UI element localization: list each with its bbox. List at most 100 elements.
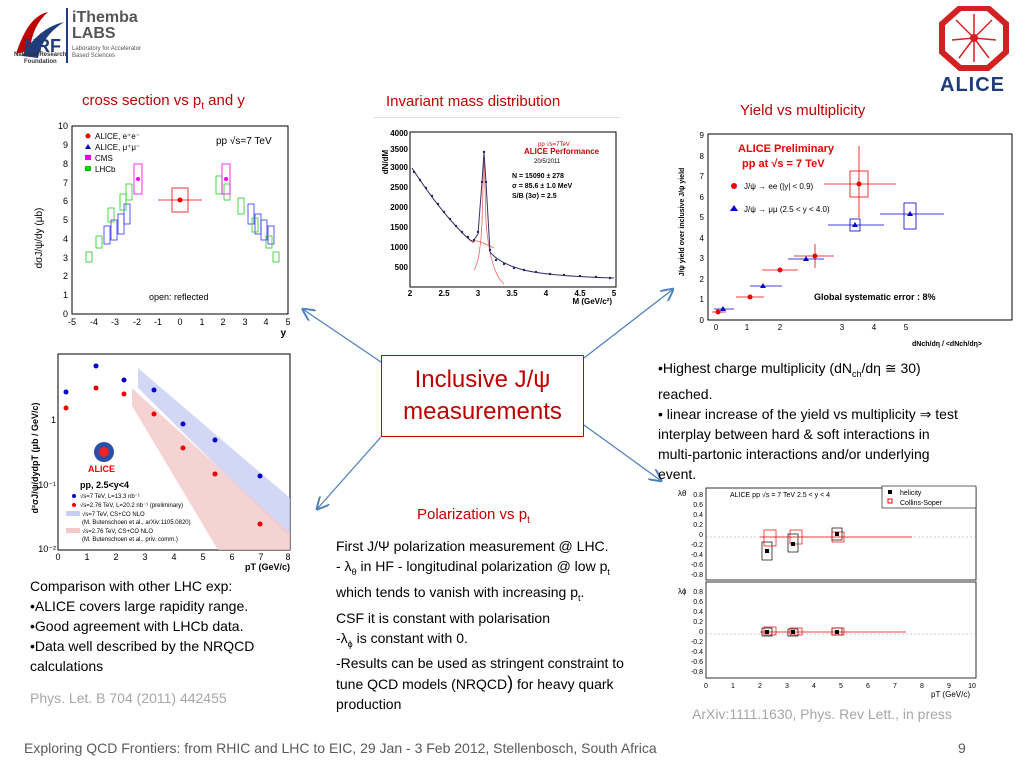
svg-text:4: 4: [171, 552, 176, 562]
logo-divider: [66, 8, 68, 63]
comparison-line3: •Good agreement with LHCb data.: [30, 618, 244, 634]
svg-text:0: 0: [55, 552, 60, 562]
svg-text:2: 2: [63, 271, 68, 281]
svg-text:J/ψ yield over inclusive J/ψ y: J/ψ yield over inclusive J/ψ yield: [679, 168, 686, 277]
svg-text:4: 4: [63, 234, 68, 244]
polarization-text: First J/Ψ polarization measurement @ LHC…: [336, 536, 660, 714]
svg-text:0: 0: [704, 683, 708, 690]
svg-text:9: 9: [947, 683, 951, 690]
svg-text:1000: 1000: [390, 243, 408, 252]
svg-text:1: 1: [63, 290, 68, 300]
svg-text:5: 5: [612, 289, 617, 298]
yield-title: Yield vs multiplicity: [740, 102, 866, 119]
svg-text:4: 4: [872, 323, 877, 332]
svg-text:6: 6: [866, 683, 870, 690]
svg-text:S/B (3σ) = 2.5: S/B (3σ) = 2.5: [512, 193, 557, 200]
svg-text:1500: 1500: [390, 223, 408, 232]
ithemba-line1: Laboratory for Accelerator: [72, 46, 142, 52]
svg-text:8: 8: [63, 159, 68, 169]
svg-text:0: 0: [699, 532, 703, 539]
svg-text:0.4: 0.4: [693, 609, 703, 616]
invariant-mass-title: Invariant mass distribution: [386, 93, 561, 110]
svg-text:open: reflected: open: reflected: [149, 292, 209, 302]
ithemba-name1: iThemba: [72, 9, 138, 26]
svg-text:5: 5: [700, 213, 705, 222]
polarization-line1: First J/Ψ polarization measurement @ LHC…: [336, 538, 609, 554]
svg-text:6: 6: [229, 552, 234, 562]
svg-text:(M. Butenschoen et al., arXiv:: (M. Butenschoen et al., arXiv:1105.0820): [82, 520, 191, 526]
svg-text:σ = 85.6 ± 1.0 MeV: σ = 85.6 ± 1.0 MeV: [512, 183, 573, 190]
multiplicity-line6: event.: [658, 465, 697, 482]
svg-text:0.6: 0.6: [693, 502, 703, 509]
svg-text:λθ: λθ: [678, 489, 687, 498]
multiplicity-text: •Highest charge multiplicity (dNch/dη ≅ …: [658, 358, 1022, 484]
reference-left: Phys. Let. B 704 (2011) 442455: [30, 690, 227, 706]
svg-text:pT (GeV/c): pT (GeV/c): [931, 690, 970, 699]
svg-text:3000: 3000: [390, 163, 408, 172]
arrow-top-left: [304, 310, 382, 363]
svg-text:3.5: 3.5: [506, 289, 518, 298]
svg-text:CMS: CMS: [95, 154, 113, 163]
nrf-line1: National Research: [14, 52, 67, 58]
multiplicity-line2: reached.: [658, 385, 713, 402]
svg-text:5: 5: [904, 323, 909, 332]
svg-text:2.5: 2.5: [438, 289, 450, 298]
svg-text:3: 3: [476, 289, 481, 298]
footer-text: Exploring QCD Frontiers: from RHIC and L…: [24, 740, 657, 756]
svg-text:ALICE: ALICE: [88, 464, 115, 474]
arrow-bottom-right: [583, 424, 660, 480]
svg-text:3500: 3500: [390, 145, 408, 154]
svg-text:5: 5: [839, 683, 843, 690]
comparison-line2: •ALICE covers large rapidity range.: [30, 598, 249, 614]
comparison-line1: Comparison with other LHC exp:: [30, 578, 233, 594]
svg-text:3: 3: [840, 323, 845, 332]
alice-logo: ALICE: [934, 5, 1014, 96]
svg-text:0.8: 0.8: [693, 492, 703, 499]
svg-text:M (GeV/c²): M (GeV/c²): [572, 297, 612, 305]
svg-text:1: 1: [199, 317, 204, 327]
svg-text:J/ψ → ee (|y| < 0.9): J/ψ → ee (|y| < 0.9): [744, 182, 814, 191]
svg-text:7: 7: [893, 683, 897, 690]
multiplicity-line5: multi-partonic interactions and/or under…: [658, 445, 930, 462]
svg-text:4: 4: [700, 234, 705, 243]
svg-text:√s=2.76 TeV, L=20.2 nb⁻¹ (prel: √s=2.76 TeV, L=20.2 nb⁻¹ (preliminary): [80, 502, 183, 509]
svg-text:ALICE pp √s = 7 TeV 2.5 <: ALICE pp √s = 7 TeV 2.5 < y < 4: [730, 491, 830, 499]
comparison-line4: •Data well described by the NRQCD: [30, 638, 255, 654]
svg-text:2: 2: [758, 683, 762, 690]
svg-text:6: 6: [63, 196, 68, 206]
svg-text:d²σJ/ψ/dydpT (μb / GeV/c): d²σJ/ψ/dydpT (μb / GeV/c): [30, 403, 40, 514]
svg-text:-5: -5: [68, 317, 76, 327]
polarization-line6: -Results can be used as stringent constr…: [336, 655, 624, 672]
svg-text:5: 5: [285, 317, 290, 327]
svg-text:500: 500: [395, 263, 409, 272]
svg-text:4000: 4000: [390, 129, 408, 138]
svg-text:0: 0: [699, 629, 703, 636]
svg-text:3: 3: [242, 317, 247, 327]
svg-text:0.2: 0.2: [693, 619, 703, 626]
svg-text:0.8: 0.8: [693, 589, 703, 596]
polarization-line4: CSF it is constant with polarisation: [336, 609, 550, 626]
svg-text:2: 2: [408, 289, 413, 298]
polarization-line7: tune QCD models (NRQCD) for heavy quark: [336, 673, 614, 694]
svg-text:2000: 2000: [390, 203, 408, 212]
page-number: 9: [958, 740, 966, 756]
svg-text:0.6: 0.6: [693, 599, 703, 606]
multiplicity-line1: •Highest charge multiplicity (dNch/dη ≅ …: [658, 360, 921, 379]
nrf-line2: Foundation: [24, 59, 57, 65]
svg-text:9: 9: [63, 140, 68, 150]
svg-text:√s=7 TeV, L=13.3 nb⁻¹: √s=7 TeV, L=13.3 nb⁻¹: [80, 493, 140, 500]
comparison-line5: calculations: [30, 658, 104, 674]
svg-text:y: y: [280, 328, 286, 339]
svg-text:-0.6: -0.6: [691, 562, 703, 569]
svg-text:3: 3: [142, 552, 147, 562]
svg-text:-2: -2: [133, 317, 141, 327]
svg-text:√s=2.76 TeV, CS+CO NLO: √s=2.76 TeV, CS+CO NLO: [82, 528, 153, 535]
svg-text:λϕ: λϕ: [678, 587, 687, 596]
nrf-emblem-icon: NRF: [16, 12, 64, 58]
arrow-top-right: [583, 290, 672, 359]
svg-text:-0.2: -0.2: [691, 639, 703, 646]
svg-text:pp, 2.5<y<4: pp, 2.5<y<4: [80, 480, 129, 490]
svg-text:20/5/2011: 20/5/2011: [534, 159, 561, 165]
svg-text:3: 3: [700, 254, 705, 263]
